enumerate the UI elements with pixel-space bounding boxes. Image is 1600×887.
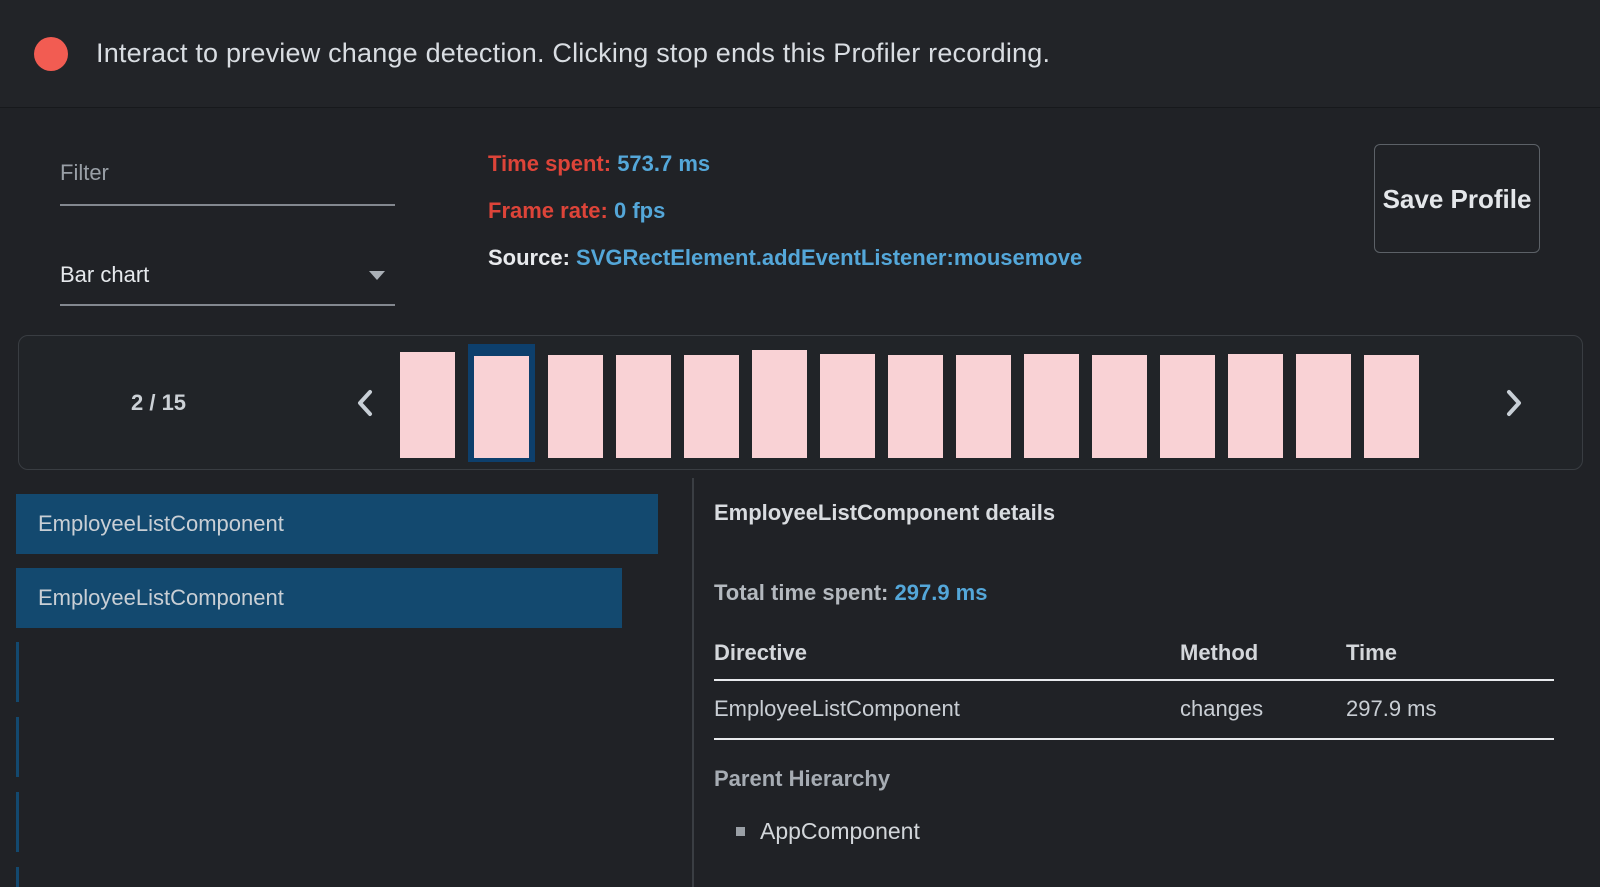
time-spent-stat: Time spent: 573.7 ms (488, 151, 1082, 177)
column-header-time: Time (1346, 640, 1397, 665)
time-spent-value: 573.7 ms (617, 151, 711, 176)
frame-bar-fill (1160, 355, 1215, 458)
frame-bar-fill (752, 350, 807, 458)
source-label: Source: (488, 245, 570, 270)
total-time-value: 297.9 ms (894, 580, 988, 605)
profiler-main: EmployeeListComponent EmployeeListCompone… (0, 478, 1600, 887)
frame-rate-value: 0 fps (613, 198, 666, 223)
frame-bar-fill (1364, 355, 1419, 458)
frame-bar-fill (1228, 354, 1283, 458)
previous-frame-button[interactable] (349, 384, 381, 422)
total-time-label: Total time spent: (714, 580, 889, 605)
recording-banner: Interact to preview change detection. Cl… (0, 0, 1600, 108)
frame-bar[interactable] (956, 355, 1011, 458)
chevron-right-icon (1507, 389, 1521, 416)
frame-timeline-panel: 2 / 15 (18, 335, 1583, 470)
frame-bar-fill (888, 355, 943, 458)
frame-bar[interactable] (1160, 355, 1215, 458)
frame-bar-fill (548, 355, 603, 458)
frame-bar[interactable] (1228, 354, 1283, 458)
frame-bar-fill (616, 355, 671, 458)
directive-table-header: Directive Method Time (714, 640, 1554, 681)
frame-bar[interactable] (820, 354, 875, 458)
bullet-square-icon (736, 827, 745, 836)
frame-bar[interactable] (1024, 354, 1079, 458)
frame-rate-stat: Frame rate: 0 fps (488, 198, 1082, 224)
frame-bar-fill (684, 355, 739, 458)
frame-bar[interactable] (548, 355, 603, 458)
frame-bar-selected[interactable] (468, 344, 535, 462)
frame-bar-fill (474, 356, 529, 458)
frame-bar[interactable] (616, 355, 671, 458)
frame-bar-fill (956, 355, 1011, 458)
chevron-down-icon (369, 270, 385, 280)
source-value: SVGRectElement.addEventListener:mousemov… (576, 245, 1083, 270)
frame-bar[interactable] (684, 355, 739, 458)
recording-indicator-icon (34, 36, 68, 71)
flamegraph-sliver[interactable] (16, 867, 19, 887)
hierarchy-item[interactable]: AppComponent (736, 818, 1600, 845)
recording-stats: Time spent: 573.7 ms Frame rate: 0 fps S… (488, 151, 1082, 292)
filter-placeholder: Filter (60, 160, 109, 185)
frame-bar[interactable] (1092, 355, 1147, 458)
frame-bar-fill (1296, 354, 1351, 458)
table-cell: changes (1180, 696, 1264, 721)
frame-bar[interactable] (1296, 354, 1351, 458)
frame-rate-label: Frame rate: (488, 198, 608, 223)
flamegraph-pane: EmployeeListComponent EmployeeListCompone… (0, 478, 694, 887)
frame-bar[interactable] (400, 352, 455, 458)
frame-bar[interactable] (752, 350, 807, 458)
total-time-line: Total time spent: 297.9 ms (714, 580, 1600, 606)
flamegraph-row[interactable]: EmployeeListComponent (16, 568, 622, 628)
chart-type-value: Bar chart (60, 262, 150, 287)
directive-table-row[interactable]: EmployeeListComponent changes 297.9 ms (714, 681, 1554, 740)
frame-bar-fill (1092, 355, 1147, 458)
details-pane: EmployeeListComponent details Total time… (694, 478, 1600, 887)
flamegraph-sliver[interactable] (16, 792, 19, 852)
frame-bar[interactable] (1364, 355, 1419, 458)
frame-counter: 2 / 15 (131, 389, 187, 415)
parent-hierarchy-title: Parent Hierarchy (714, 766, 891, 791)
flamegraph-sliver[interactable] (16, 717, 19, 777)
frame-bar-fill (820, 354, 875, 458)
frame-bar[interactable] (888, 355, 943, 458)
parent-hierarchy-list: AppComponent (714, 818, 1600, 845)
column-header-directive: Directive (714, 640, 807, 665)
chevron-left-icon (358, 389, 372, 416)
directive-table-body: EmployeeListComponent changes 297.9 ms (714, 681, 1554, 740)
directive-table: Directive Method Time EmployeeListCompon… (714, 640, 1554, 740)
recording-message: Interact to preview change detection. Cl… (96, 38, 1051, 68)
frame-bar-fill (1024, 354, 1079, 458)
column-header-method: Method (1180, 640, 1259, 665)
hierarchy-item-label: AppComponent (760, 818, 920, 844)
flamegraph-row[interactable]: EmployeeListComponent (16, 494, 658, 554)
flamegraph-sliver[interactable] (16, 642, 19, 702)
details-title: EmployeeListComponent details (714, 500, 1056, 525)
table-cell: 297.9 ms (1346, 696, 1437, 721)
source-stat: Source: SVGRectElement.addEventListener:… (488, 245, 1082, 271)
filter-input[interactable]: Filter (60, 160, 395, 206)
save-profile-button[interactable]: Save Profile (1374, 144, 1540, 253)
frame-bar-fill (400, 352, 455, 458)
next-frame-button[interactable] (1498, 384, 1530, 422)
time-spent-label: Time spent: (488, 151, 612, 176)
chart-type-select[interactable]: Bar chart (60, 262, 395, 306)
table-cell: EmployeeListComponent (714, 696, 960, 721)
frame-bars (400, 344, 1419, 462)
